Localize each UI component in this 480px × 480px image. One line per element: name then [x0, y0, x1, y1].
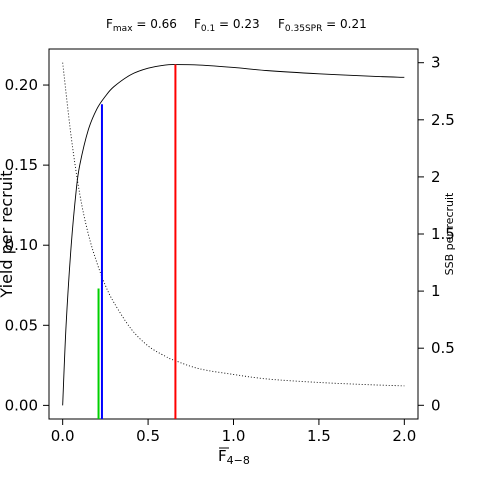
y-right-tick-label: 1 [431, 282, 441, 300]
title-f035spr: F0.35SPR = 0.21 [278, 17, 367, 34]
x-tick-label: 0.5 [136, 427, 160, 445]
y-right-tick-label: 2 [431, 168, 441, 186]
y-axis-right-label: SSB per recruit [443, 192, 456, 275]
y-left-tick-label: 0.15 [5, 156, 38, 174]
y-right-tick-label: 0.5 [431, 339, 455, 357]
title-f01: F0.1 = 0.23 [194, 17, 260, 34]
x-tick-label: 2.0 [392, 427, 416, 445]
plot-frame [48, 48, 419, 420]
y-axis-right: 0 0.5 1 1.5 2 2.5 3 [418, 54, 455, 414]
y-left-tick-label: 0.10 [5, 236, 38, 254]
x-axis-label: F4−8 [218, 447, 250, 467]
x-tick-label: 0.0 [51, 427, 75, 445]
ssb-per-recruit-curve [62, 62, 405, 387]
x-tick-label: 1.5 [307, 427, 331, 445]
series-layer [62, 62, 405, 406]
y-right-tick-label: 0 [431, 396, 441, 414]
y-left-tick-label: 0.00 [5, 396, 38, 414]
yield-per-recruit-curve [62, 64, 405, 406]
y-left-tick-label: 0.20 [5, 76, 38, 94]
y-right-tick-label: 2.5 [431, 111, 455, 129]
x-tick-label: 1.0 [222, 427, 246, 445]
y-axis-left-label: Yield per recruit [0, 170, 16, 298]
x-axis-label-text: F4−8 [218, 447, 250, 467]
y-left-tick-label: 0.05 [5, 316, 38, 334]
x-axis: 0.0 0.5 1.0 1.5 2.0 [51, 419, 416, 445]
y-axis-left: 0.00 0.05 0.10 0.15 0.20 [5, 76, 49, 414]
y-right-tick-label: 3 [431, 54, 441, 72]
y-right-tick-label: 1.5 [431, 225, 455, 243]
reference-lines [97, 64, 177, 419]
title-fmax: Fmax = 0.66 [106, 17, 177, 34]
